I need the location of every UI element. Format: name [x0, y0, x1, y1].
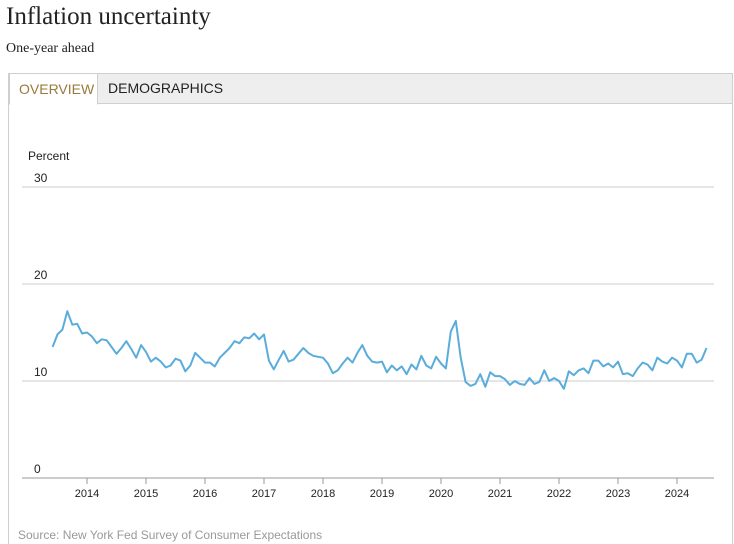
x-tick-label: 2018: [311, 488, 335, 500]
y-axis-label: Percent: [28, 149, 70, 163]
source-note: Source: New York Fed Survey of Consumer …: [18, 528, 323, 542]
tab-demographics[interactable]: DEMOGRAPHICS: [108, 80, 224, 96]
x-tick-label: 2015: [134, 488, 158, 500]
x-tick-label: 2023: [606, 488, 630, 500]
x-tick-label: 2024: [665, 488, 689, 500]
x-tick-label: 2020: [429, 488, 453, 500]
x-tick-label: 2019: [370, 488, 394, 500]
y-tick-label: 20: [34, 268, 48, 282]
series-line: [51, 310, 708, 390]
x-tick-label: 2021: [488, 488, 512, 500]
chart-panel: OVERVIEW DEMOGRAPHICS: [8, 73, 733, 544]
tab-bar: OVERVIEW DEMOGRAPHICS: [9, 73, 732, 105]
y-tick-label: 10: [34, 365, 48, 379]
x-tick-label: 2017: [252, 488, 276, 500]
page-title: Inflation uncertainty: [6, 3, 211, 30]
y-tick-label: 30: [34, 171, 48, 185]
tab-overview[interactable]: OVERVIEW: [9, 73, 98, 105]
page-subtitle: One-year ahead: [6, 41, 95, 56]
x-tick-label: 2022: [547, 488, 571, 500]
x-tick-label: 2016: [193, 488, 217, 500]
x-tick-label: 2014: [75, 488, 99, 500]
y-tick-label: 0: [34, 462, 41, 476]
